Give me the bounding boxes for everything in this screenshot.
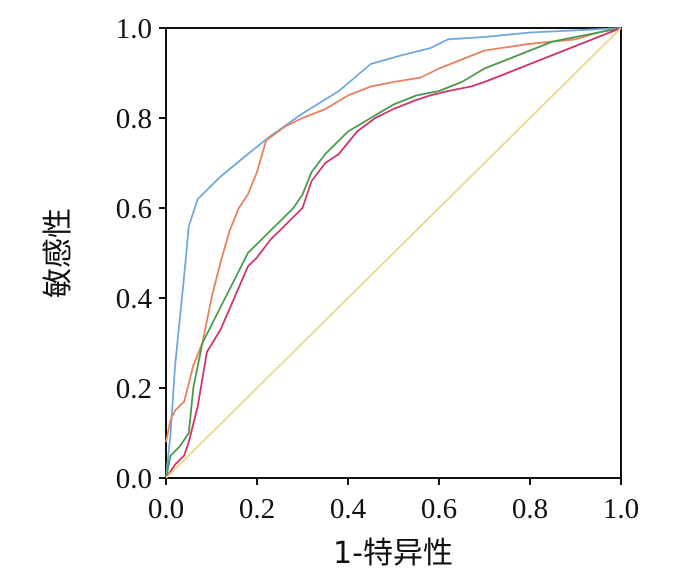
y-tick-label: 0.6 bbox=[116, 193, 152, 225]
tick-layer: 0.0 0.2 0.4 0.6 0.8 1.0 0.0 0.2 0.4 0.6 0.8 1.0 bbox=[116, 13, 639, 525]
series-line-5 bbox=[165, 27, 622, 479]
x-tick-label: 1.0 bbox=[603, 493, 639, 525]
series-line-3 bbox=[165, 27, 622, 479]
series-layer bbox=[165, 27, 622, 479]
x-axis-label: 1-特异性 bbox=[333, 536, 453, 571]
y-tick-label: 0.0 bbox=[116, 463, 152, 495]
x-tick-label: 0.8 bbox=[512, 493, 548, 525]
y-tick-label: 0.4 bbox=[116, 283, 153, 315]
series-line-4 bbox=[165, 27, 622, 479]
plot-area-frame bbox=[165, 27, 622, 479]
x-tick-label: 0.6 bbox=[421, 493, 457, 525]
x-tick-label: 0.4 bbox=[330, 493, 367, 525]
series-line-2 bbox=[165, 27, 622, 443]
y-tick-label: 0.8 bbox=[116, 103, 152, 135]
x-tick-label: 0.0 bbox=[148, 493, 184, 525]
y-tick-label: 0.2 bbox=[116, 373, 152, 405]
series-line-1 bbox=[165, 27, 622, 479]
y-axis-label: 敏感性 bbox=[41, 208, 76, 298]
x-tick-label: 0.2 bbox=[239, 493, 275, 525]
y-tick-label: 1.0 bbox=[116, 13, 152, 45]
